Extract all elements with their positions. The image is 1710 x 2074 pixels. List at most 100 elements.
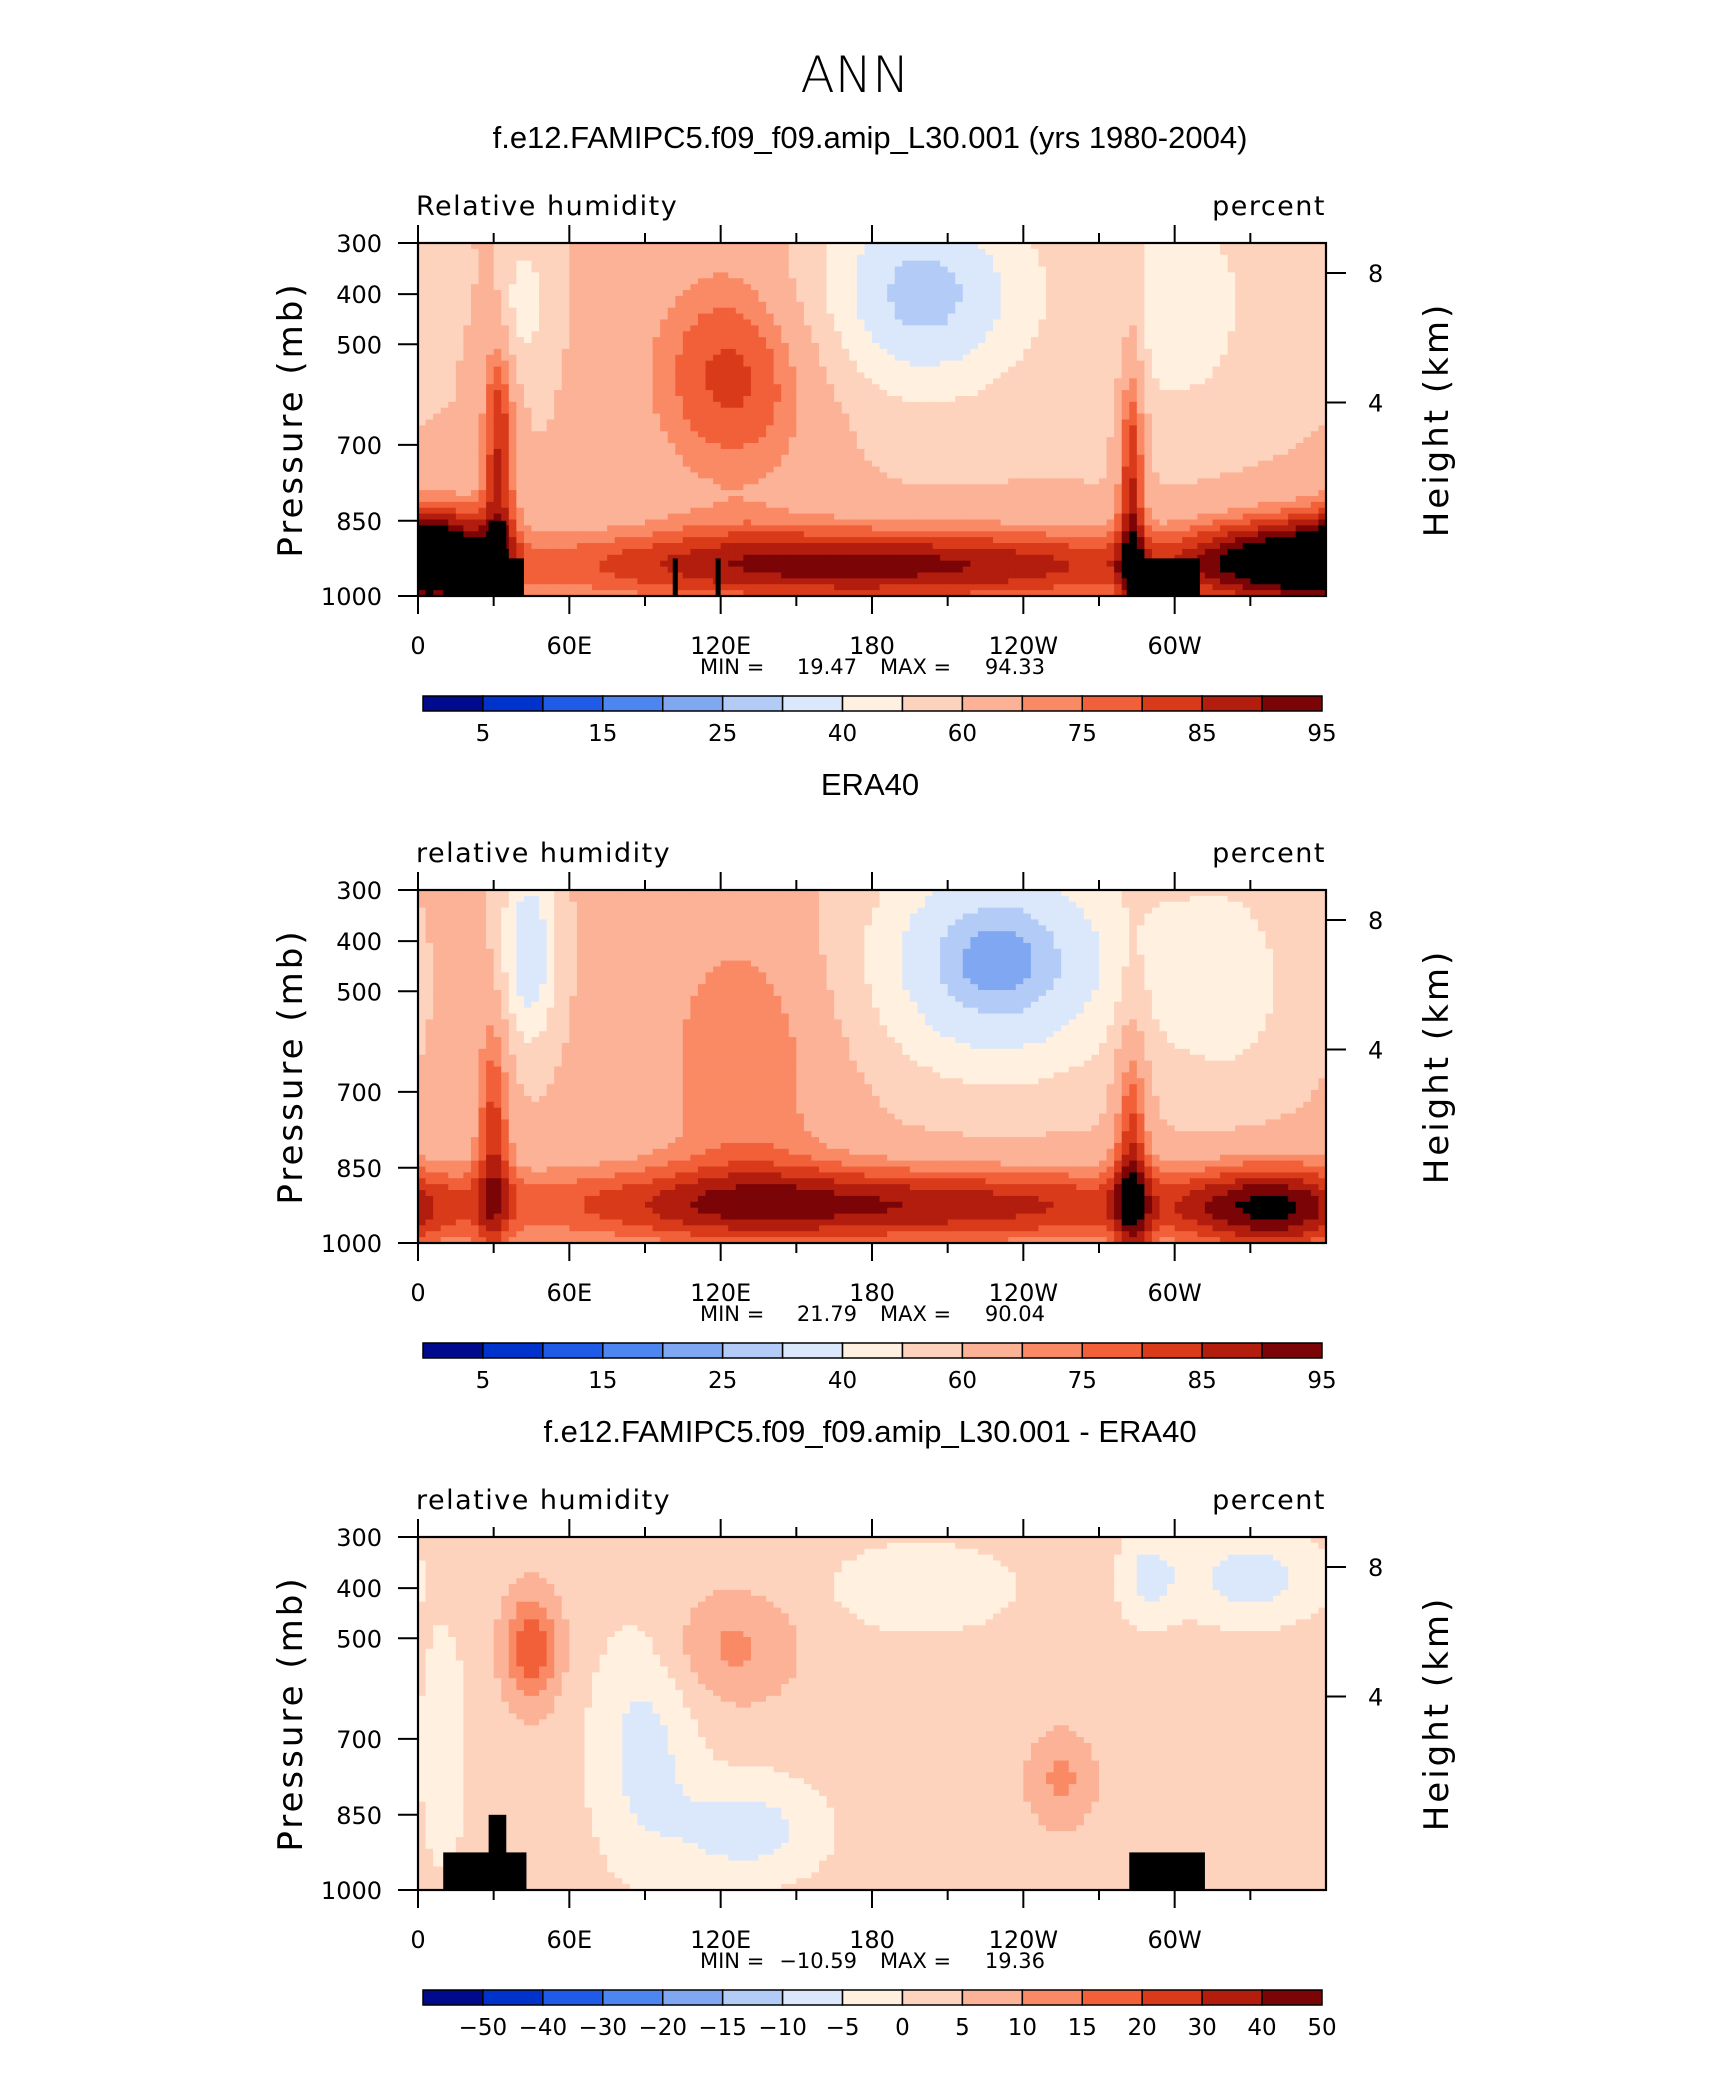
field-cell [1091, 331, 1099, 337]
field-cell [516, 396, 524, 402]
field-cell [774, 443, 782, 449]
field-cell [698, 267, 706, 273]
field-cell [637, 331, 645, 337]
field-cell [1175, 437, 1183, 443]
field-cell [554, 449, 562, 455]
field-cell [728, 414, 736, 420]
field-cell [827, 402, 835, 408]
field-cell [1076, 284, 1084, 290]
field-cell [789, 408, 797, 414]
field-cell [721, 461, 729, 467]
field-cell [1243, 314, 1251, 320]
field-cell [1243, 396, 1251, 402]
field-cell [675, 431, 683, 437]
field-cell [569, 255, 577, 261]
field-cell [1288, 272, 1296, 278]
field-cell [1235, 425, 1243, 431]
field-cell [418, 467, 426, 473]
field-cell [827, 478, 835, 484]
field-cell [1235, 267, 1243, 273]
field-cell [1243, 372, 1251, 378]
field-cell [645, 478, 653, 484]
field-cell [516, 337, 524, 343]
field-cell [509, 484, 517, 490]
field-cell [1099, 425, 1107, 431]
field-cell [887, 390, 895, 396]
field-cell [978, 437, 986, 443]
field-cell [1265, 461, 1273, 467]
field-cell [1197, 472, 1205, 478]
field-cell [917, 343, 925, 349]
field-cell [796, 343, 804, 349]
field-cell [721, 325, 729, 331]
field-cell [993, 402, 1001, 408]
field-cell [857, 484, 865, 490]
field-cell [539, 461, 547, 467]
field-cell [1197, 390, 1205, 396]
field-cell [834, 349, 842, 355]
field-cell [1084, 437, 1092, 443]
field-cell [539, 314, 547, 320]
field-cell [1008, 343, 1016, 349]
field-cell [857, 472, 865, 478]
field-cell [948, 325, 956, 331]
field-cell [1016, 284, 1024, 290]
field-cell [562, 437, 570, 443]
field-cell [1084, 261, 1092, 267]
field-cell [849, 461, 857, 467]
field-cell [1061, 249, 1069, 255]
field-cell [819, 455, 827, 461]
field-cell [600, 420, 608, 426]
field-cell [584, 467, 592, 473]
field-cell [1023, 408, 1031, 414]
field-cell [1008, 455, 1016, 461]
field-cell [910, 337, 918, 343]
field-cell [1273, 261, 1281, 267]
field-cell [456, 249, 464, 255]
field-cell [592, 378, 600, 384]
field-cell [1107, 455, 1115, 461]
field-cell [1160, 384, 1168, 390]
field-cell [1031, 325, 1039, 331]
field-cell [963, 414, 971, 420]
field-cell [857, 349, 865, 355]
field-cell [615, 408, 623, 414]
field-cell [441, 249, 449, 255]
field-cell [834, 290, 842, 296]
field-cell [827, 484, 835, 490]
field-cell [448, 431, 456, 437]
field-cell [963, 296, 971, 302]
field-cell [759, 337, 767, 343]
field-cell [668, 443, 676, 449]
field-cell [721, 319, 729, 325]
field-cell [857, 272, 865, 278]
field-cell [479, 249, 487, 255]
field-cell [418, 361, 426, 367]
field-cell [1144, 331, 1152, 337]
field-cell [690, 396, 698, 402]
field-cell [547, 272, 555, 278]
field-cell [1122, 261, 1130, 267]
field-cell [539, 449, 547, 455]
field-cell [471, 355, 479, 361]
field-cell [1273, 337, 1281, 343]
field-cell [524, 361, 532, 367]
field-cell [509, 437, 517, 443]
field-cell [864, 349, 872, 355]
field-cell [615, 484, 623, 490]
field-cell [1091, 337, 1099, 343]
field-cell [1175, 408, 1183, 414]
field-cell [524, 314, 532, 320]
field-cell [789, 261, 797, 267]
field-cell [766, 308, 774, 314]
field-cell [1114, 314, 1122, 320]
field-cell [842, 408, 850, 414]
field-cell [486, 331, 494, 337]
field-cell [963, 255, 971, 261]
field-cell [721, 355, 729, 361]
field-cell [448, 449, 456, 455]
field-cell [1288, 343, 1296, 349]
field-cell [1213, 402, 1221, 408]
field-cell [653, 372, 661, 378]
field-cell [940, 343, 948, 349]
